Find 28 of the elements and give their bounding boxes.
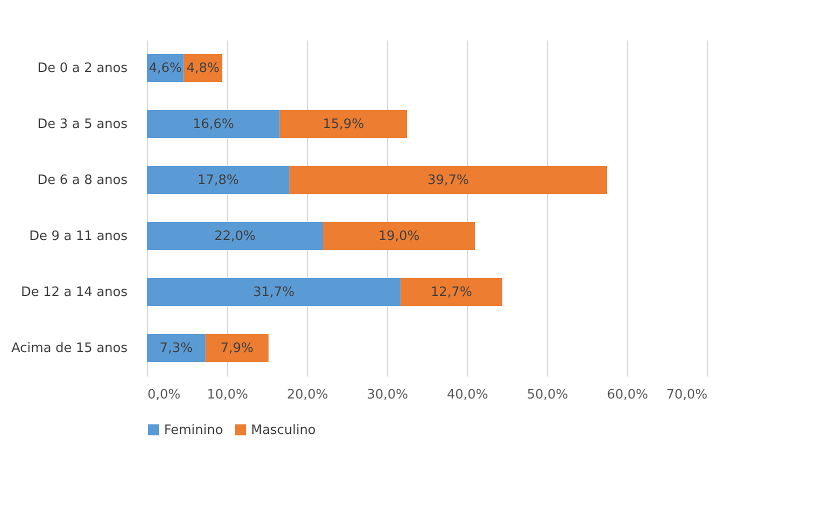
y-tick-label: De 3 a 5 anos <box>38 117 128 132</box>
x-tick-label: 10,0% <box>206 388 248 402</box>
x-tick-label: 40,0% <box>446 388 488 402</box>
data-label: 39,7% <box>428 173 469 188</box>
x-tick-label: 30,0% <box>366 388 408 402</box>
data-label: 7,3% <box>160 341 193 356</box>
y-tick-label: De 6 a 8 anos <box>38 173 128 188</box>
x-tick-label: 0,0% <box>148 388 181 402</box>
y-tick-label: De 0 a 2 anos <box>38 61 128 76</box>
data-label: 12,7% <box>430 285 472 300</box>
data-label: 17,8% <box>198 173 239 188</box>
data-label: 19,0% <box>378 229 420 244</box>
legend-label: Masculino <box>251 422 316 438</box>
x-tick-label: 60,0% <box>606 388 648 402</box>
y-tick-label: De 9 a 11 anos <box>29 229 128 244</box>
data-label: 16,6% <box>192 117 234 132</box>
data-label: 31,7% <box>253 285 294 300</box>
x-tick-label: 20,0% <box>286 388 328 402</box>
data-label: 22,0% <box>214 229 256 244</box>
data-label: 15,9% <box>322 117 364 132</box>
data-label: 4,8% <box>186 61 220 76</box>
x-tick-label: 70,0% <box>666 388 708 402</box>
y-tick-label: Acima de 15 anos <box>11 341 128 356</box>
legend-label: Feminino <box>164 422 224 438</box>
y-tick-label: De 12 a 14 anos <box>20 285 128 300</box>
x-tick-label: 50,0% <box>526 388 568 402</box>
data-label: 4,6% <box>148 61 182 76</box>
data-label: 7,9% <box>220 341 254 356</box>
